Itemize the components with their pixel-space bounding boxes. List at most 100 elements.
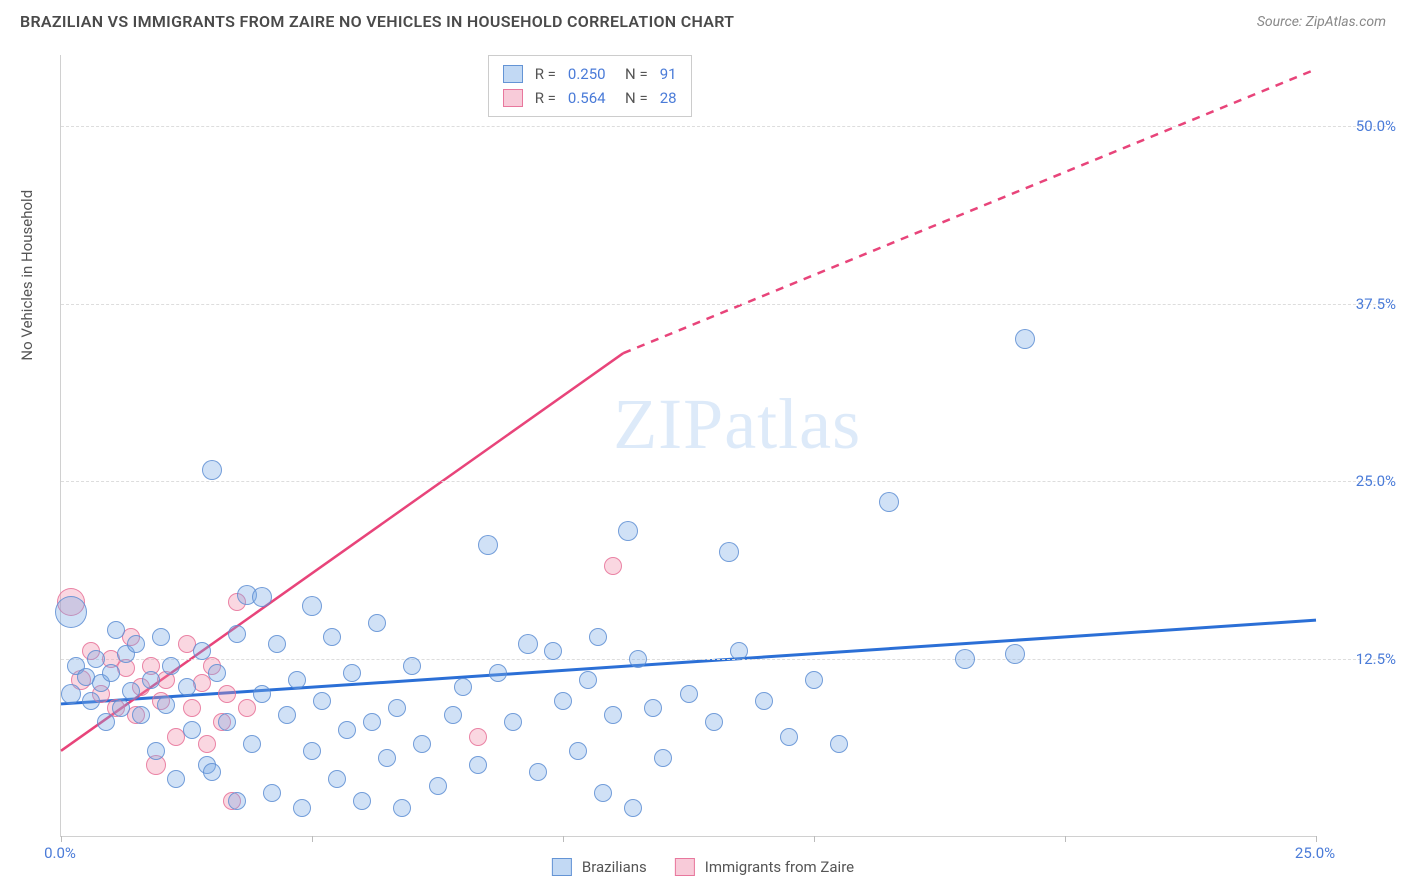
data-point: [167, 770, 185, 788]
watermark: ZIPatlas: [613, 383, 861, 466]
data-point: [504, 713, 522, 731]
data-point: [368, 614, 386, 632]
x-tick: [563, 836, 564, 842]
data-point: [162, 657, 180, 675]
data-point: [444, 706, 462, 724]
data-point: [183, 699, 201, 717]
data-point: [323, 628, 341, 646]
trendlines-layer: [61, 55, 1316, 836]
gridline: [61, 126, 1386, 127]
data-point: [755, 692, 773, 710]
data-point: [122, 682, 140, 700]
data-point: [388, 699, 406, 717]
data-point: [243, 735, 261, 753]
n-value: 28: [660, 86, 677, 110]
data-point: [202, 460, 222, 480]
y-tick-label: 25.0%: [1356, 472, 1396, 490]
data-point: [1015, 329, 1035, 349]
data-point: [805, 671, 823, 689]
x-tick: [312, 836, 313, 842]
data-point: [554, 692, 572, 710]
data-point: [730, 642, 748, 660]
data-point: [604, 706, 622, 724]
data-point: [302, 596, 322, 616]
scatter-chart: ZIPatlas R =0.250 N =91R =0.564 N =28: [60, 55, 1316, 837]
data-point: [529, 763, 547, 781]
data-point: [378, 749, 396, 767]
data-point: [238, 699, 256, 717]
y-axis-label: No Vehicles in Household: [18, 190, 36, 361]
data-point: [313, 692, 331, 710]
data-point: [780, 728, 798, 746]
n-label: N =: [618, 62, 648, 86]
y-tick-label: 50.0%: [1356, 117, 1396, 135]
data-point: [1005, 644, 1025, 664]
swatch-blue-icon: [552, 858, 572, 876]
data-point: [624, 799, 642, 817]
data-point: [338, 721, 356, 739]
data-point: [278, 706, 296, 724]
legend-label: Brazilians: [582, 858, 647, 876]
data-point: [604, 557, 622, 575]
data-point: [193, 642, 211, 660]
data-point: [478, 535, 498, 555]
data-point: [127, 635, 145, 653]
data-point: [55, 596, 87, 628]
data-point: [654, 749, 672, 767]
data-point: [208, 664, 226, 682]
data-point: [489, 664, 507, 682]
legend-row: R =0.564 N =28: [503, 86, 677, 110]
data-point: [303, 742, 321, 760]
data-point: [268, 635, 286, 653]
gridline: [61, 659, 1386, 660]
data-point: [87, 650, 105, 668]
x-tick-label: 25.0%: [1295, 844, 1335, 862]
data-point: [393, 799, 411, 817]
data-point: [228, 625, 246, 643]
data-point: [61, 684, 81, 704]
data-point: [830, 735, 848, 753]
data-point: [705, 713, 723, 731]
data-point: [680, 685, 698, 703]
data-point: [363, 713, 381, 731]
data-point: [198, 735, 216, 753]
y-tick-label: 37.5%: [1356, 295, 1396, 313]
x-tick-label: 0.0%: [44, 844, 76, 862]
data-point: [579, 671, 597, 689]
legend-item-zaire: Immigrants from Zaire: [675, 858, 854, 876]
data-point: [353, 792, 371, 810]
data-point: [569, 742, 587, 760]
data-point: [644, 699, 662, 717]
data-point: [328, 770, 346, 788]
data-point: [403, 657, 421, 675]
n-value: 91: [660, 62, 677, 86]
data-point: [107, 621, 125, 639]
r-value: 0.250: [568, 62, 606, 86]
y-tick-label: 12.5%: [1356, 650, 1396, 668]
data-point: [147, 742, 165, 760]
data-point: [97, 713, 115, 731]
data-point: [112, 699, 130, 717]
data-point: [218, 685, 236, 703]
source-attribution: Source: ZipAtlas.com: [1257, 14, 1386, 30]
data-point: [218, 713, 236, 731]
legend-item-brazilians: Brazilians: [552, 858, 647, 876]
r-label: R =: [535, 62, 556, 86]
data-point: [263, 784, 281, 802]
data-point: [253, 685, 271, 703]
data-point: [152, 628, 170, 646]
x-tick: [61, 836, 62, 842]
gridline: [61, 304, 1386, 305]
data-point: [629, 650, 647, 668]
x-tick: [1065, 836, 1066, 842]
data-point: [82, 692, 100, 710]
n-label: N =: [618, 86, 648, 110]
data-point: [469, 756, 487, 774]
data-point: [203, 763, 221, 781]
data-point: [157, 696, 175, 714]
swatch-pink-icon: [503, 89, 523, 107]
data-point: [252, 587, 272, 607]
data-point: [132, 706, 150, 724]
data-point: [183, 721, 201, 739]
data-point: [293, 799, 311, 817]
